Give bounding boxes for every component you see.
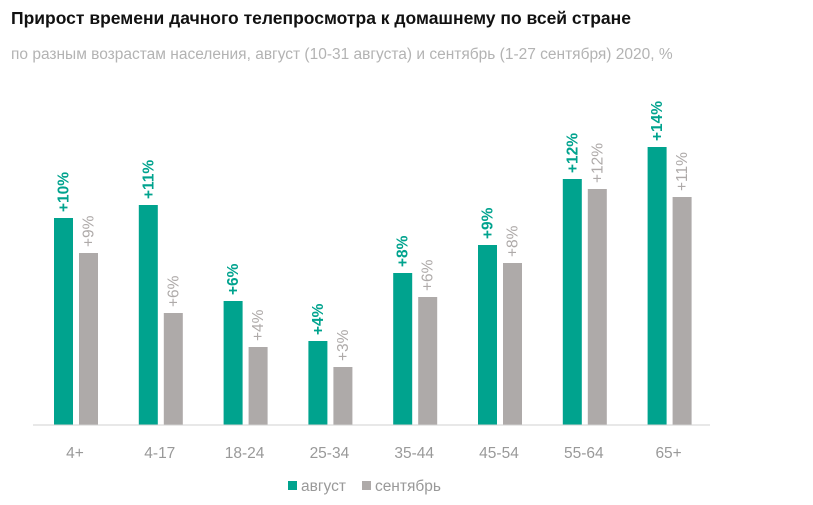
data-label: +8% [395, 235, 412, 267]
bar-august [308, 341, 328, 425]
bar-september [248, 347, 268, 425]
data-label: +3% [335, 329, 352, 361]
x-tick-label: 25-34 [310, 445, 350, 462]
bar-august [223, 301, 243, 425]
data-label: +4% [310, 303, 327, 335]
x-tick-label: 4+ [66, 445, 84, 462]
data-label: +9% [81, 215, 98, 247]
data-label: +14% [649, 101, 666, 141]
data-label: +12% [564, 133, 581, 173]
bar-september [163, 313, 183, 425]
bar-september [333, 367, 353, 425]
data-label: +4% [250, 309, 267, 341]
bar-august [478, 245, 497, 425]
x-tick-label: 35-44 [394, 445, 434, 462]
bar-september [418, 297, 438, 425]
data-label: +11% [674, 152, 691, 191]
bar-august [647, 147, 667, 425]
bar-september [587, 189, 607, 425]
bar-september [79, 253, 98, 425]
data-label: +10% [56, 172, 73, 212]
legend-swatch [288, 481, 297, 490]
x-tick-label: 65+ [655, 445, 681, 462]
data-label: +9% [480, 207, 497, 239]
x-tick-label: 18-24 [225, 445, 265, 462]
legend-swatch [361, 481, 371, 490]
bar-august [562, 179, 582, 425]
legend-item-september: сентябрь [361, 478, 441, 496]
bar-september [672, 197, 692, 425]
data-label: +6% [420, 259, 437, 291]
legend-label: август [301, 478, 346, 495]
data-label: +11% [140, 160, 157, 199]
data-label: +6% [165, 275, 182, 307]
x-tick-label: 4-17 [144, 445, 175, 462]
bar-august [393, 273, 413, 425]
data-label: +6% [225, 263, 242, 295]
data-label: +8% [505, 225, 522, 257]
bar-august [54, 218, 73, 425]
bar-august [138, 205, 158, 425]
legend: август сентябрь [288, 478, 441, 496]
legend-item-august: август [288, 478, 346, 496]
legend-label: сентябрь [374, 478, 441, 495]
x-tick-label: 55-64 [564, 445, 604, 462]
data-label: +12% [589, 143, 606, 183]
x-tick-label: 45-54 [479, 445, 519, 462]
chart-subtitle: по разным возрастам населения, август (1… [11, 46, 673, 63]
chart-title: Прирост времени дачного телепросмотра к … [11, 8, 631, 28]
bar-september [503, 263, 522, 425]
